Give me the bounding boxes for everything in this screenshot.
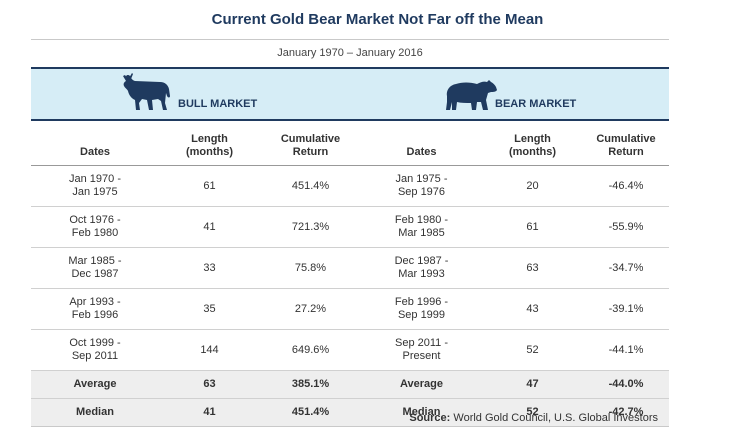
bull-dates-cell: Oct 1999 - Sep 2011 xyxy=(31,329,159,371)
date-range-subtitle: January 1970 – January 2016 xyxy=(31,39,669,67)
bull-average-return: 385.1% xyxy=(260,370,361,399)
bear-return-cell: -34.7% xyxy=(583,247,669,289)
bear-average-return: -44.0% xyxy=(583,370,669,399)
bear-dates-cell: Feb 1996 - Sep 1999 xyxy=(361,288,482,330)
table-row: Jan 1970 - Jan 1975 61 451.4% Jan 1975 -S… xyxy=(31,165,669,207)
bull-icon xyxy=(123,73,170,110)
bear-length-cell: 61 xyxy=(482,206,583,248)
table-row: Oct 1999 - Sep 2011 144 649.6% Sep 2011 -… xyxy=(31,329,669,371)
market-table: Dates Length (months) Cumulative Return Da… xyxy=(31,121,669,427)
bull-length-cell: 144 xyxy=(159,329,260,371)
bear-dates-cell: Dec 1987 - Mar 1993 xyxy=(361,247,482,289)
bear-return-header: Cumulative Return xyxy=(583,121,669,166)
bear-average-label: Average xyxy=(361,370,482,399)
bear-icon xyxy=(446,80,497,110)
bull-dates-header: Dates xyxy=(31,121,159,166)
bull-length-cell: 41 xyxy=(159,206,260,248)
bear-return-cell: -55.9% xyxy=(583,206,669,248)
bull-return-cell: 451.4% xyxy=(260,165,361,207)
bear-dates-header: Dates xyxy=(361,121,482,166)
bull-return-cell: 75.8% xyxy=(260,247,361,289)
bull-dates-cell: Mar 1985 - Dec 1987 xyxy=(31,247,159,289)
table-row: Mar 1985 - Dec 1987 33 75.8% Dec 1987 - Ma… xyxy=(31,247,669,289)
table-row: Apr 1993 - Feb 1996 35 27.2% Feb 1996 - Se… xyxy=(31,288,669,330)
bear-market-label: BEAR MARKET xyxy=(495,98,577,110)
bear-return-cell: -46.4% xyxy=(583,165,669,207)
bear-return-cell: -44.1% xyxy=(583,329,669,371)
source-text: World Gold Council, U.S. Global Investor… xyxy=(453,412,658,424)
bear-median-return: -42.7% xyxy=(583,398,669,427)
page-title: Current Gold Bear Market Not Far off the… xyxy=(211,11,544,28)
bull-return-cell: 721.3% xyxy=(260,206,361,248)
bull-median-length: 41 xyxy=(159,398,260,427)
bear-dates-cell: Feb 1980 - Mar 1985 xyxy=(361,206,482,248)
bull-return-header: Cumulative Return xyxy=(260,121,361,166)
bear-length-cell: 43 xyxy=(482,288,583,330)
bull-dates-cell: Oct 1976 - Feb 1980 xyxy=(31,206,159,248)
bear-return-cell: -39.1% xyxy=(583,288,669,330)
source-label: Source: xyxy=(409,412,451,424)
bull-return-cell: 27.2% xyxy=(260,288,361,330)
bear-length-cell: 52 xyxy=(482,329,583,371)
bear-average-length: 47 xyxy=(482,370,583,399)
bear-median-label: Median xyxy=(361,398,482,427)
bull-average-label: Average xyxy=(31,370,159,399)
bull-median-return: 451.4% xyxy=(260,398,361,427)
bull-return-cell: 649.6% xyxy=(260,329,361,371)
bull-market-label: BULL MARKET xyxy=(178,98,258,110)
bull-length-header: Length (months) xyxy=(159,121,260,166)
bear-length-header: Length (months) xyxy=(482,121,583,166)
bull-median-label: Median xyxy=(31,398,159,427)
bear-dates-cell: Jan 1975 - Sep 1976 xyxy=(361,165,482,207)
bear-length-cell: 63 xyxy=(482,247,583,289)
average-row: Average 63 385.1% Average 47 -44.0% xyxy=(31,370,669,399)
bull-dates-cell: Apr 1993 - Feb 1996 xyxy=(31,288,159,330)
bear-dates-cell: Sep 2011 - Present xyxy=(361,329,482,371)
bear-median-length: 52 xyxy=(482,398,583,427)
bull-length-cell: 33 xyxy=(159,247,260,289)
market-banner: BULL MARKET BEAR MARKET xyxy=(31,67,669,121)
header-row: Dates Length (months) Cumulative Return Da… xyxy=(31,121,669,166)
median-row: Median 41 451.4% Median 52 -42.7% xyxy=(31,398,669,427)
gold-market-table-container: January 1970 – January 2016 BULL MARKET … xyxy=(31,39,669,427)
bull-average-length: 63 xyxy=(159,370,260,399)
table-row: Oct 1976 - Feb 1980 41 721.3% Feb 1980 -M… xyxy=(31,206,669,248)
bull-dates-cell: Jan 1970 - Jan 1975 xyxy=(31,165,159,207)
bull-length-cell: 61 xyxy=(159,165,260,207)
bull-length-cell: 35 xyxy=(159,288,260,330)
source-note: Source: World Gold Council, U.S. Global … xyxy=(409,412,658,424)
bear-length-cell: 20 xyxy=(482,165,583,207)
